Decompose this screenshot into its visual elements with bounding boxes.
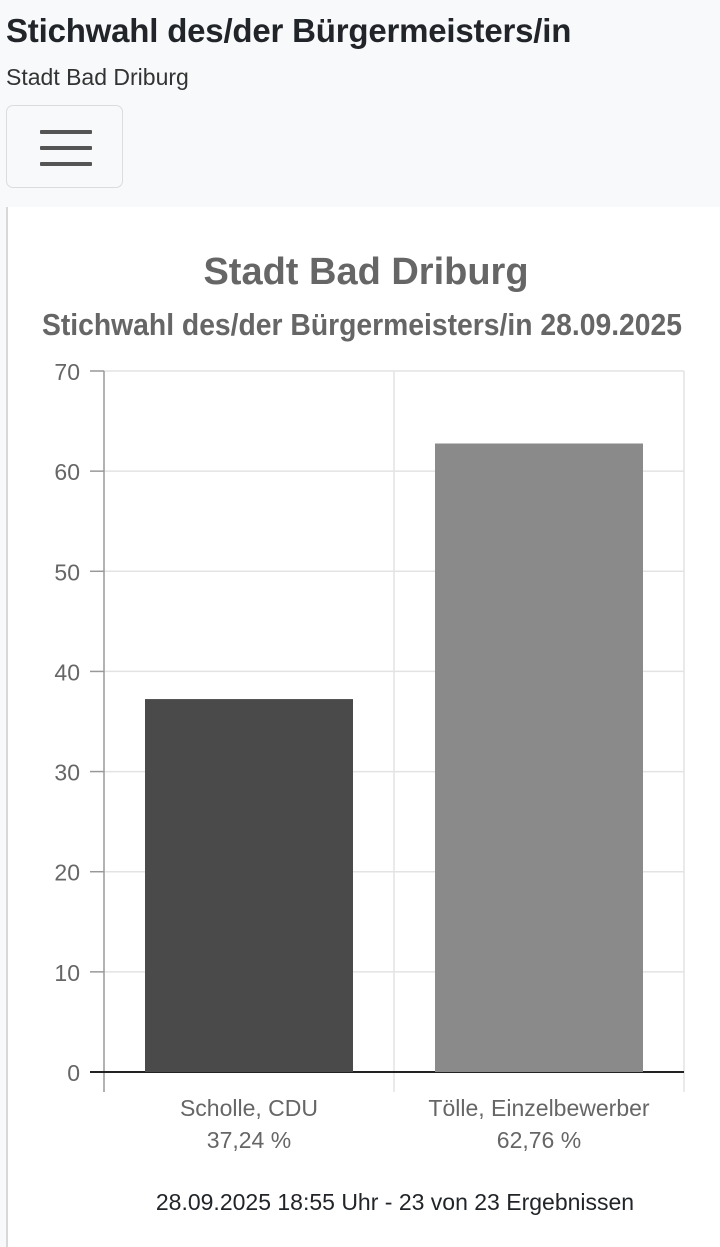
chart-bars [145,443,643,1072]
y-tick-label: 20 [54,860,80,886]
menu-toggle-button[interactable] [6,105,123,188]
x-axis-labels: Scholle, CDU 37,24 % Tölle, Einzelbewerber… [180,1095,650,1153]
y-tick-label: 10 [54,960,80,986]
page-title: Stichwahl des/der Bürgermeisters/in [6,12,572,49]
x-percent-label: 37,24 % [207,1127,291,1153]
y-tick-label: 50 [54,559,80,585]
y-tick-label: 70 [54,359,80,385]
bar [435,443,643,1072]
x-category-label: Tölle, Einzelbewerber [428,1095,650,1121]
chart-title: Stadt Bad Driburg [203,251,528,293]
header-bar: Stichwahl des/der Bürgermeisters/in Stad… [0,0,720,207]
y-tick-label: 30 [54,760,80,786]
bar [145,699,353,1072]
x-percent-label: 62,76 % [497,1127,581,1153]
y-tick-label: 0 [67,1060,80,1086]
page-subtitle: Stadt Bad Driburg [6,64,189,90]
x-category-label: Scholle, CDU [180,1095,318,1121]
y-axis-ticks: 0 10 20 30 40 50 60 70 [54,359,80,1086]
y-tick-label: 40 [54,659,80,685]
y-tick-label: 60 [54,459,80,485]
results-status-text: 28.09.2025 18:55 Uhr - 23 von 23 Ergebni… [155,1189,635,1215]
chart-subtitle: Stichwahl des/der Bürgermeisters/in 28.0… [42,307,682,342]
